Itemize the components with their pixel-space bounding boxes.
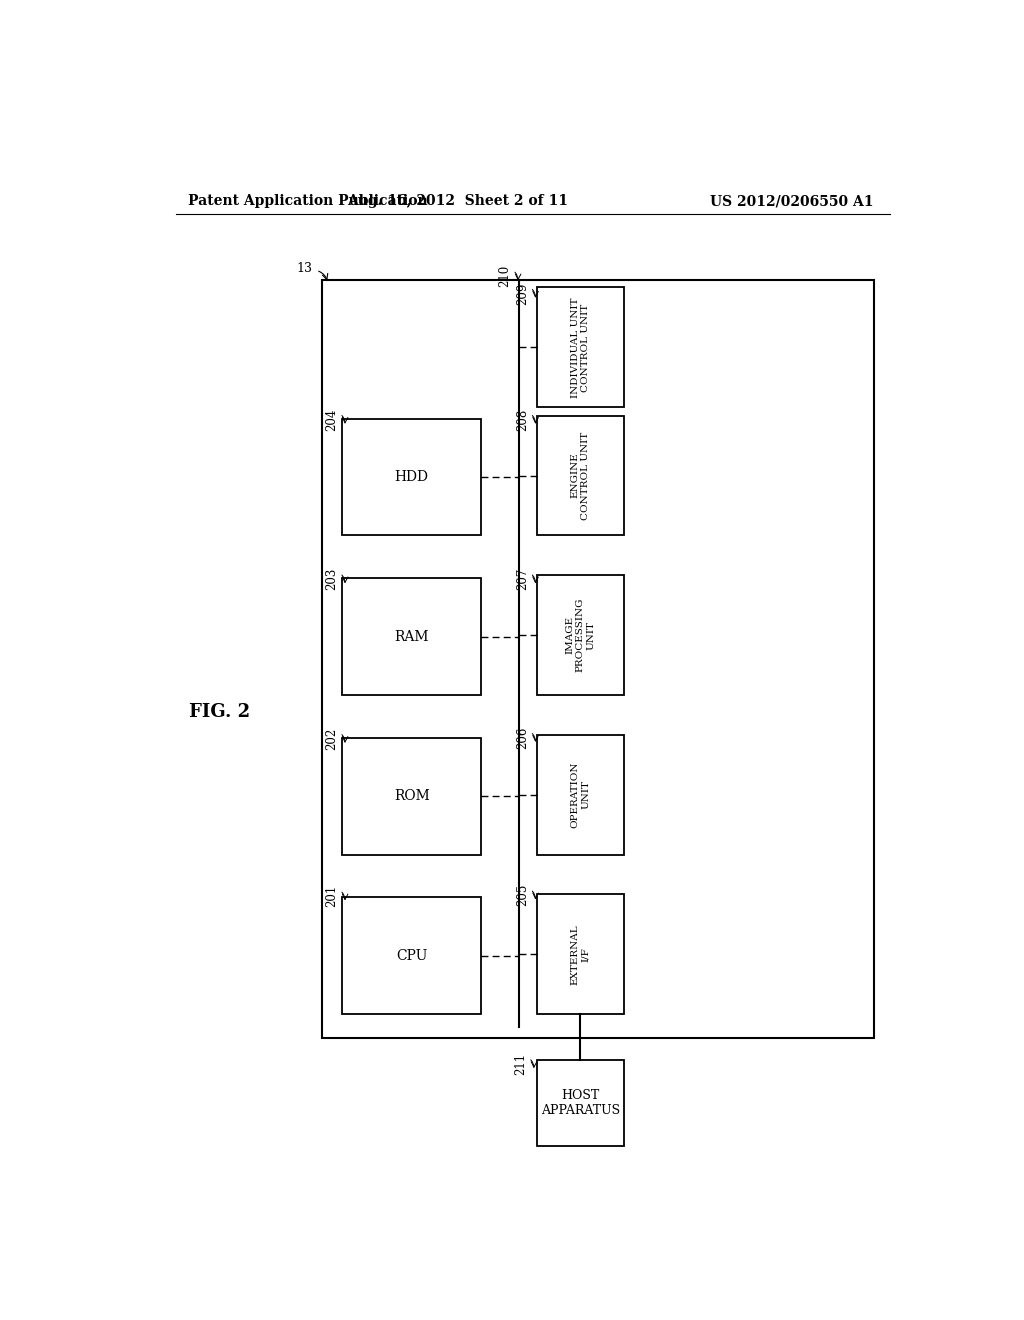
Text: OPERATION
UNIT: OPERATION UNIT [570,762,590,828]
Text: 207: 207 [516,568,528,590]
Bar [537,416,624,536]
Text: 211: 211 [514,1053,527,1074]
Bar [537,735,624,854]
Text: FIG. 2: FIG. 2 [188,704,250,721]
Text: INDIVIDUAL UNIT
CONTROL UNIT: INDIVIDUAL UNIT CONTROL UNIT [570,297,590,397]
Text: 210: 210 [499,265,511,288]
Text: EXTERNAL
I/F: EXTERNAL I/F [570,924,590,985]
Text: 204: 204 [326,408,338,430]
Text: 202: 202 [326,727,338,750]
Bar [342,898,481,1014]
Text: RAM: RAM [394,630,429,644]
Text: ROM: ROM [394,789,430,803]
Bar [537,288,624,408]
Text: IMAGE
PROCESSING
UNIT: IMAGE PROCESSING UNIT [565,598,595,672]
Bar [537,1060,624,1146]
Text: CPU: CPU [396,949,427,962]
Text: 206: 206 [516,726,528,748]
Bar [537,894,624,1014]
Bar [521,290,862,809]
Text: 205: 205 [516,884,528,907]
Bar [323,280,874,1038]
Bar [342,578,481,696]
Text: 208: 208 [516,408,528,430]
Text: 203: 203 [326,568,338,590]
Text: 13: 13 [296,261,312,275]
Bar [342,418,481,536]
Text: Aug. 16, 2012  Sheet 2 of 11: Aug. 16, 2012 Sheet 2 of 11 [347,194,568,209]
Text: Patent Application Publication: Patent Application Publication [187,194,427,209]
Bar [342,738,481,854]
Bar [331,290,517,1027]
Text: 201: 201 [326,886,338,907]
Text: HOST
APPARATUS: HOST APPARATUS [541,1089,620,1117]
Text: US 2012/0206550 A1: US 2012/0206550 A1 [711,194,873,209]
Bar [537,576,624,696]
Text: HDD: HDD [394,470,429,484]
Text: 209: 209 [516,282,528,305]
Text: ENGINE
CONTROL UNIT: ENGINE CONTROL UNIT [570,432,590,520]
